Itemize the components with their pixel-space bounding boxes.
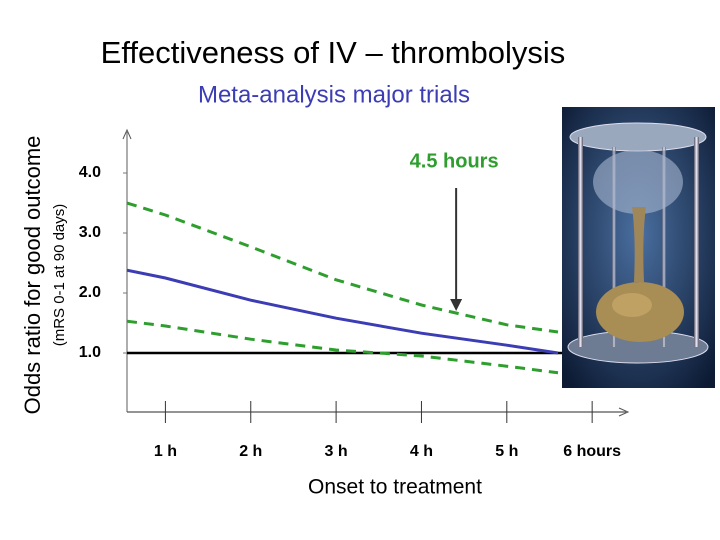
chart-title: Effectiveness of IV – thrombolysis bbox=[101, 35, 566, 70]
y-tick-label: 4.0 bbox=[79, 164, 101, 181]
x-tick-label: 6 hours bbox=[563, 443, 621, 460]
annotation: 4.5 hours bbox=[410, 150, 499, 172]
x-tick-label: 4 h bbox=[410, 443, 433, 460]
y-axis-label: Odds ratio for good outcome bbox=[20, 136, 45, 415]
x-tick-label: 3 h bbox=[325, 443, 348, 460]
y-tick-label: 2.0 bbox=[79, 284, 101, 301]
x-tick-label: 5 h bbox=[495, 443, 518, 460]
confidence-line bbox=[126, 319, 559, 375]
confidence-line bbox=[126, 201, 559, 334]
y-axis-arrow bbox=[122, 128, 132, 140]
x-tick-label: 1 h bbox=[154, 443, 177, 460]
x-tick-label: 2 h bbox=[239, 443, 262, 460]
x-axis-arrow bbox=[618, 407, 630, 417]
y-tick-label: 1.0 bbox=[79, 344, 101, 361]
line bbox=[126, 268, 559, 355]
y-axis-sublabel: (mRS 0-1 at 90 days) bbox=[51, 204, 68, 347]
chart-subtitle: Meta-analysis major trials bbox=[198, 81, 470, 108]
brain-hourglass-image bbox=[562, 107, 715, 388]
annotation-arrowhead bbox=[450, 299, 463, 311]
x-axis-label: Onset to treatment bbox=[308, 476, 482, 499]
y-tick-label: 3.0 bbox=[79, 224, 101, 241]
